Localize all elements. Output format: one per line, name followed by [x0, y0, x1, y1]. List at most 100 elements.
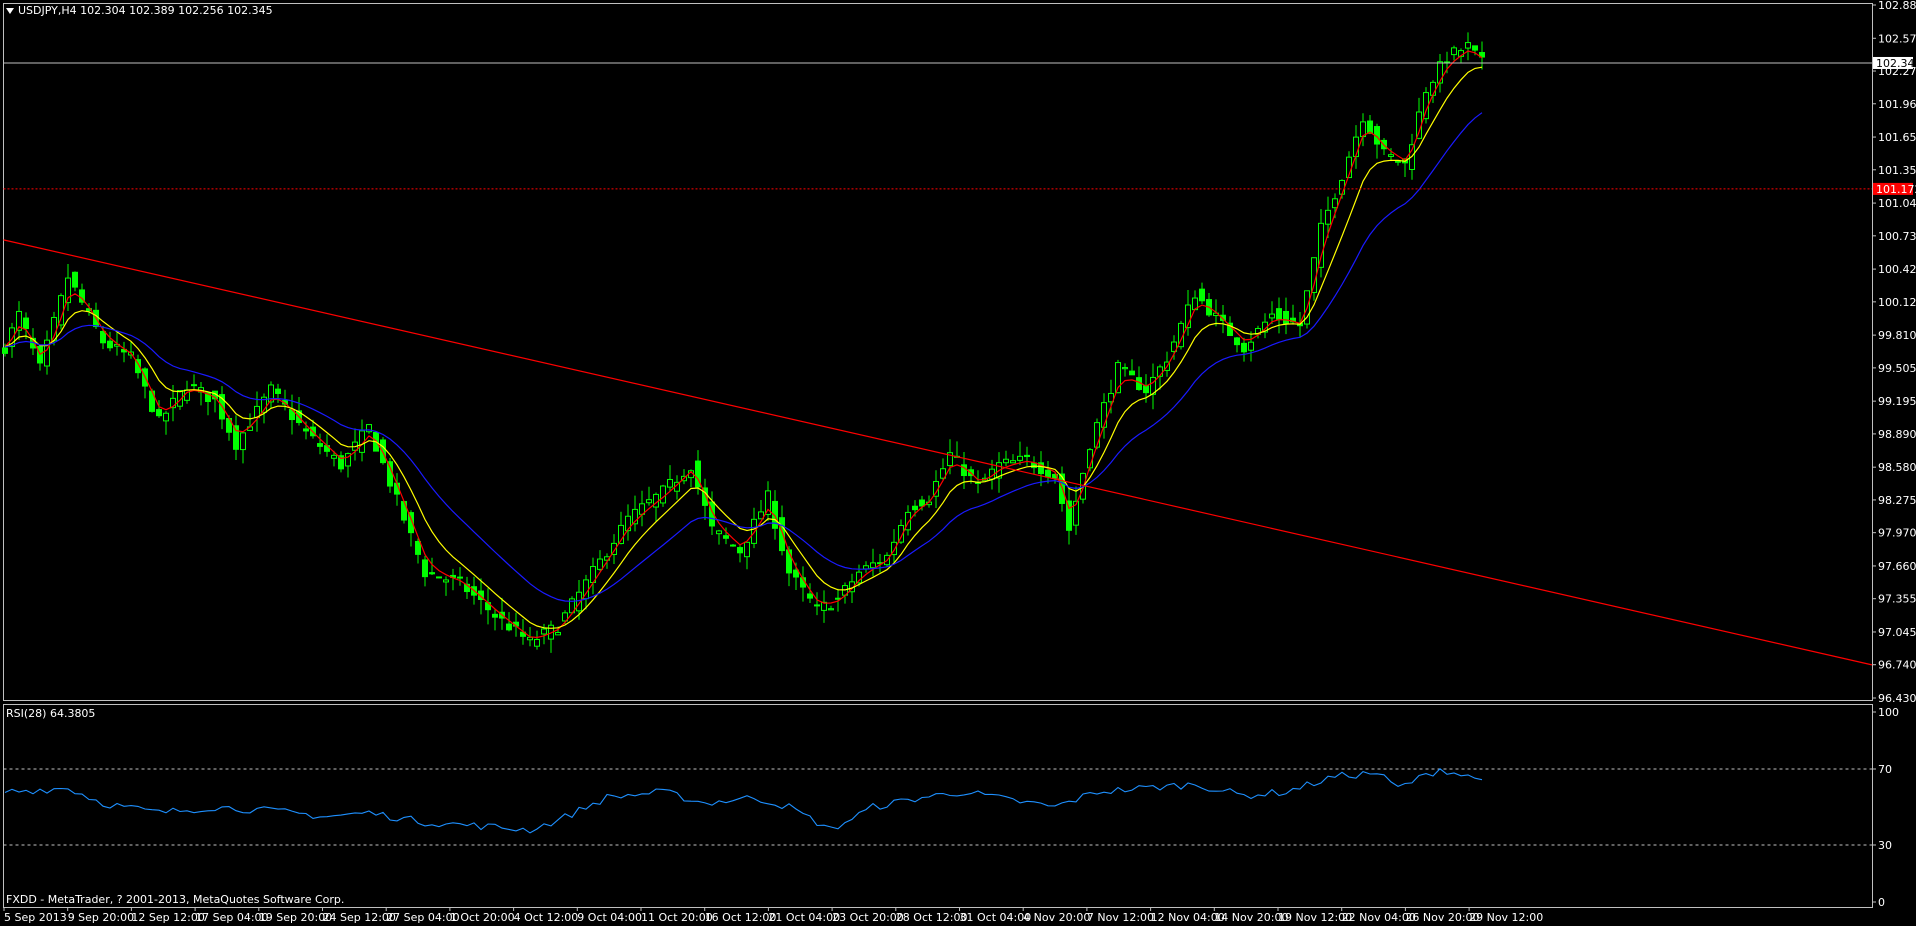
- candle-body: [1269, 313, 1275, 319]
- candle-body: [555, 631, 561, 636]
- symbol-header[interactable]: USDJPY,H4 102.304 102.389 102.256 102.34…: [6, 4, 273, 17]
- candle-body: [667, 478, 673, 488]
- candle-body: [492, 613, 498, 618]
- rsi-line: [4, 768, 1483, 834]
- candle-body: [1255, 328, 1261, 335]
- price-tick-label: 96.430: [1878, 692, 1916, 705]
- price-tick-label: 100.120: [1878, 296, 1916, 309]
- candle-body: [856, 571, 862, 584]
- collapse-triangle-icon[interactable]: [6, 8, 14, 14]
- mid-ma-line: [4, 66, 1483, 629]
- candle-body: [1108, 392, 1114, 403]
- candle-body: [1465, 42, 1471, 49]
- candle-body: [1220, 314, 1226, 321]
- candle-body: [534, 638, 540, 647]
- candle-body: [709, 501, 715, 527]
- candle-body: [1318, 222, 1324, 268]
- candle-body: [947, 452, 953, 467]
- candle-body: [828, 608, 834, 611]
- price-tick-label: 102.575: [1878, 32, 1916, 45]
- candle-body: [779, 517, 785, 552]
- candle-body: [345, 453, 351, 467]
- candle-body: [814, 604, 820, 607]
- candle-body: [275, 388, 281, 394]
- candle-body: [919, 499, 925, 507]
- candle-body: [261, 396, 267, 413]
- candle-body: [1066, 500, 1072, 531]
- candle-body: [457, 576, 463, 579]
- candle-body: [1479, 52, 1485, 58]
- candle-body: [1024, 454, 1030, 458]
- candle-body: [1038, 462, 1044, 475]
- close-price: 102.345: [227, 4, 273, 17]
- current-price-tag: [1873, 56, 1913, 69]
- high-price: 102.389: [129, 4, 175, 17]
- candle-body: [331, 454, 337, 459]
- rsi-axis: 100 70 30 0: [1872, 706, 1899, 909]
- candle-body: [541, 628, 547, 635]
- time-tick-label: 5 Sep 2013: [4, 911, 67, 924]
- candle-body: [303, 428, 309, 432]
- candle-body: [1101, 402, 1107, 428]
- price-tick-label: 101.350: [1878, 164, 1916, 177]
- candle-body: [58, 295, 64, 326]
- candle-body: [1332, 198, 1338, 209]
- candle-body: [1150, 376, 1156, 395]
- time-tick-label: 26 Nov 20:00: [1405, 911, 1479, 924]
- candle-body: [576, 591, 582, 612]
- main-chart-frame: [3, 3, 1873, 701]
- candle-body: [751, 518, 757, 544]
- rsi-tick-label: 30: [1878, 839, 1892, 852]
- candle-body: [1143, 385, 1149, 394]
- candle-body: [415, 540, 421, 555]
- candle-body: [730, 544, 736, 547]
- candle-body: [191, 384, 197, 387]
- candle-body: [1472, 45, 1478, 51]
- candle-body: [597, 558, 603, 570]
- candle-body: [100, 330, 106, 344]
- price-tick-label: 101.655: [1878, 131, 1916, 144]
- candle-body: [16, 310, 22, 331]
- time-tick-label: 1 Oct 20:00: [450, 911, 515, 924]
- time-tick-label: 31 Oct 04:00: [960, 911, 1032, 924]
- time-tick-label: 23 Oct 20:00: [832, 911, 904, 924]
- candle-body: [1199, 288, 1205, 302]
- candle-body: [1045, 469, 1051, 478]
- candle-body: [660, 485, 666, 504]
- price-tick-label: 97.970: [1878, 527, 1916, 540]
- candle-body: [940, 468, 946, 479]
- candle-body: [107, 340, 113, 349]
- time-tick-label: 22 Nov 04:00: [1342, 911, 1416, 924]
- time-tick-label: 24 Sep 12:00: [323, 911, 396, 924]
- candle-body: [1227, 322, 1233, 337]
- candle-body: [478, 590, 484, 601]
- candle-body: [695, 460, 701, 488]
- candle-body: [653, 493, 659, 508]
- candle-body: [793, 569, 799, 578]
- time-tick-label: 9 Sep 20:00: [68, 911, 134, 924]
- alert-level-tag: [1873, 182, 1913, 195]
- candle-body: [1248, 341, 1254, 351]
- candle-body: [1388, 154, 1394, 157]
- trendline: [3, 239, 1873, 666]
- symbol-label: USDJPY,H4: [18, 4, 77, 17]
- candle-body: [821, 601, 827, 611]
- candle-body: [387, 461, 393, 487]
- candle-body: [366, 424, 372, 433]
- candle-body: [436, 576, 442, 579]
- candle-body: [618, 524, 624, 545]
- candle-body: [163, 412, 169, 422]
- candle-body: [1185, 304, 1191, 329]
- candle-body: [772, 500, 778, 529]
- time-tick-label: 4 Oct 12:00: [514, 911, 579, 924]
- candle-body: [2, 347, 8, 354]
- candle-body: [1451, 47, 1457, 56]
- candle-body: [135, 359, 141, 374]
- candle-body: [177, 390, 183, 407]
- open-price: 102.304: [80, 4, 126, 17]
- fast-ma-line: [4, 50, 1483, 639]
- time-tick-label: 4 Nov 20:00: [1023, 911, 1090, 924]
- candle-body: [646, 499, 652, 504]
- candle-body: [205, 392, 211, 403]
